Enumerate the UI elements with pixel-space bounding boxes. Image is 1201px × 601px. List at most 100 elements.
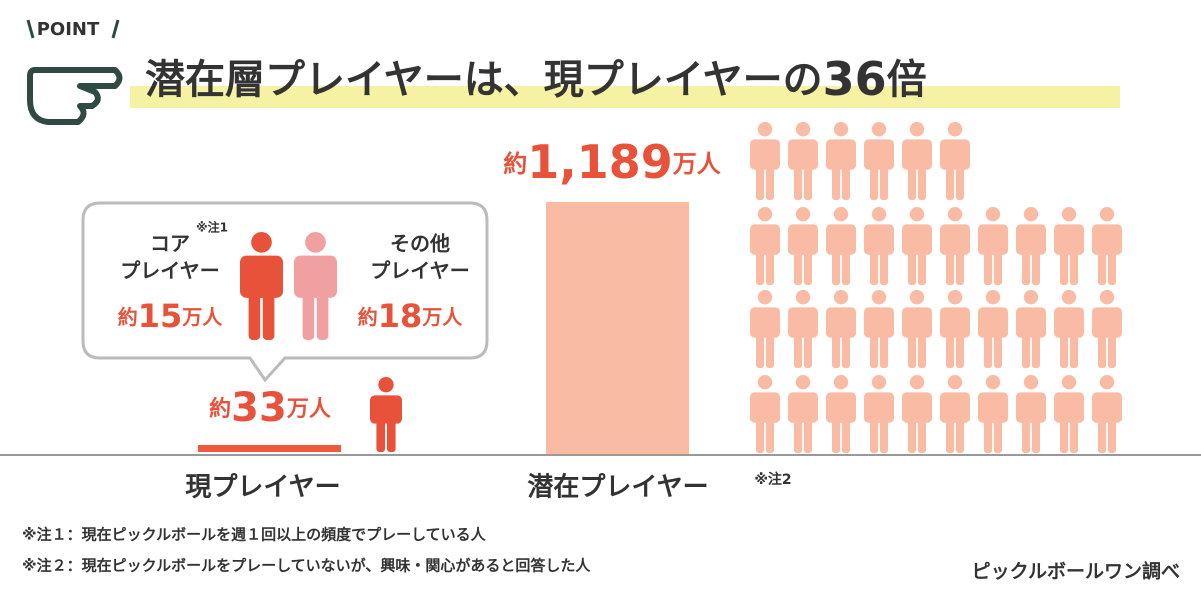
person-leg xyxy=(870,157,879,200)
prefix: 約 xyxy=(358,305,378,329)
person-icon xyxy=(864,290,894,368)
person-icon xyxy=(1016,375,1046,453)
number: 18 xyxy=(378,297,423,335)
person-head xyxy=(1061,375,1077,390)
number: 33 xyxy=(231,385,287,431)
person-torso xyxy=(750,307,780,338)
person-icon xyxy=(826,375,856,453)
other-value: 約18万人 xyxy=(358,297,464,335)
prefix: 約 xyxy=(209,396,231,422)
person-leg xyxy=(1060,410,1069,453)
person-torso xyxy=(864,307,894,338)
person-leg xyxy=(870,325,879,368)
person-torso xyxy=(978,392,1008,423)
person-leg xyxy=(1107,242,1116,285)
person-leg xyxy=(917,410,926,453)
person-head xyxy=(909,375,925,390)
person-leg xyxy=(955,242,964,285)
person-icon xyxy=(826,207,856,285)
prefix: 約 xyxy=(503,150,527,178)
person-leg xyxy=(955,157,964,200)
person-icon xyxy=(750,290,780,368)
number: 1,189 xyxy=(527,135,673,189)
person-torso xyxy=(940,307,970,338)
person-torso xyxy=(1092,224,1122,255)
person-icon xyxy=(1016,207,1046,285)
person-torso xyxy=(940,392,970,423)
core-name: プレイヤー xyxy=(120,259,219,283)
person-torso xyxy=(940,224,970,255)
person-head xyxy=(795,207,811,222)
person-head xyxy=(1061,207,1077,222)
person-icon xyxy=(902,290,932,368)
person-torso xyxy=(788,139,818,170)
person-torso xyxy=(1092,392,1122,423)
title: 潜在層プレイヤーは、現プレイヤーの36倍 xyxy=(145,52,927,106)
person-torso xyxy=(750,139,780,170)
person-icon xyxy=(864,375,894,453)
person-leg xyxy=(1022,410,1031,453)
person-leg xyxy=(946,410,955,453)
core-name: コア xyxy=(150,232,190,256)
person-head xyxy=(871,122,887,137)
person-leg xyxy=(917,325,926,368)
person-leg xyxy=(1069,325,1078,368)
person-head xyxy=(795,290,811,305)
person-leg xyxy=(993,242,1002,285)
person-head xyxy=(757,375,773,390)
title-number: 36 xyxy=(823,52,887,106)
person-head xyxy=(871,207,887,222)
number: 15 xyxy=(138,297,183,335)
person-icon xyxy=(1092,207,1122,285)
person-leg xyxy=(946,157,955,200)
person-leg xyxy=(756,242,765,285)
person-head xyxy=(1099,290,1115,305)
person-leg xyxy=(841,410,850,453)
prefix: 約 xyxy=(118,305,138,329)
person-leg xyxy=(984,410,993,453)
person-leg xyxy=(803,325,812,368)
person-icon xyxy=(864,207,894,285)
person-torso xyxy=(1016,307,1046,338)
person-leg xyxy=(946,242,955,285)
person-head xyxy=(795,375,811,390)
person-icon xyxy=(788,122,818,200)
person-leg xyxy=(1107,410,1116,453)
person-leg xyxy=(803,157,812,200)
person-torso xyxy=(826,392,856,423)
person-leg xyxy=(879,410,888,453)
person-torso xyxy=(788,224,818,255)
person-torso xyxy=(370,395,402,424)
unit: 万人 xyxy=(673,150,721,178)
person-leg xyxy=(765,325,774,368)
person-head xyxy=(795,122,811,137)
person-head xyxy=(757,290,773,305)
point-deco xyxy=(111,19,120,39)
person-leg xyxy=(376,412,386,452)
unit: 万人 xyxy=(181,305,223,329)
title-text: 潜在層プレイヤーは、現プレイヤーの xyxy=(145,57,823,103)
person-icon xyxy=(940,122,970,200)
person-leg xyxy=(1098,242,1107,285)
person-torso xyxy=(826,224,856,255)
person-leg xyxy=(794,157,803,200)
person-torso xyxy=(788,392,818,423)
person-leg xyxy=(841,325,850,368)
person-torso xyxy=(750,224,780,255)
person-icon xyxy=(1054,290,1084,368)
person-leg xyxy=(756,325,765,368)
person-head xyxy=(909,207,925,222)
person-leg xyxy=(832,157,841,200)
person-icon xyxy=(1016,290,1046,368)
person-torso xyxy=(864,139,894,170)
other-name: プレイヤー xyxy=(370,259,469,283)
person-head xyxy=(378,377,394,393)
person-icon xyxy=(940,375,970,453)
person-icon xyxy=(940,290,970,368)
person-icon xyxy=(978,290,1008,368)
person-head xyxy=(1061,290,1077,305)
person-head xyxy=(1099,375,1115,390)
person-leg xyxy=(917,157,926,200)
person-leg xyxy=(1031,410,1040,453)
person-leg xyxy=(984,242,993,285)
